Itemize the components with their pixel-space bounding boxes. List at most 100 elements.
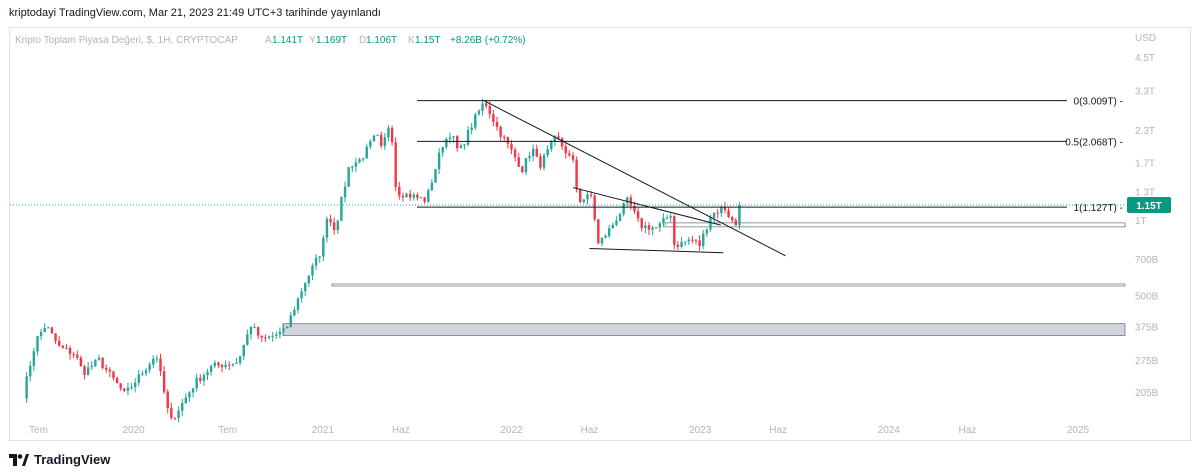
- candle-body: [452, 136, 455, 138]
- candle-body: [65, 347, 68, 349]
- candle-body: [408, 193, 412, 198]
- candle-body: [170, 407, 173, 418]
- candle-body: [680, 241, 683, 247]
- x-tick-label: Haz: [392, 425, 410, 436]
- candle-body: [557, 136, 560, 139]
- y-tick-label: 1T: [1135, 216, 1147, 227]
- candle-body: [477, 110, 481, 115]
- publish-caption: kriptodayi TradingView.com, Mar 21, 2023…: [9, 7, 381, 19]
- candle-body: [282, 328, 285, 332]
- fib-level-label: 1(1.127T) -: [1074, 203, 1123, 214]
- candle-body: [347, 167, 350, 187]
- candle-body: [97, 357, 101, 360]
- footer: TradingView: [9, 452, 110, 467]
- candle-body: [242, 344, 245, 357]
- candle-body: [437, 152, 441, 170]
- candle-body: [249, 327, 253, 335]
- candle-body: [560, 138, 564, 147]
- candle-body: [206, 371, 209, 376]
- candle-body: [152, 358, 155, 365]
- candle-body: [405, 193, 408, 198]
- candle-body: [79, 357, 83, 367]
- x-tick-label: 2023: [689, 425, 712, 436]
- candle-body: [691, 239, 694, 241]
- y-tick-label: 275B: [1135, 356, 1159, 367]
- candle-body: [604, 235, 607, 238]
- candle-body: [209, 365, 213, 372]
- candle-body: [423, 197, 426, 202]
- candle-body: [702, 233, 705, 247]
- candle-body: [267, 336, 271, 338]
- candle-body: [651, 227, 654, 230]
- candle-body: [600, 237, 604, 244]
- fib-level-label: 0(3.009T) -: [1074, 97, 1123, 108]
- candle-body: [202, 375, 206, 381]
- candle-body: [43, 327, 46, 333]
- candle-body: [730, 217, 734, 221]
- candle-body: [105, 367, 108, 370]
- candle-body: [325, 218, 329, 238]
- candle-body: [618, 214, 622, 221]
- candle-body: [50, 327, 54, 334]
- candle-body: [712, 212, 716, 218]
- candle-body: [101, 357, 104, 368]
- candle-body: [633, 205, 636, 212]
- legend-change: +8.26B (+0.72%): [450, 35, 526, 46]
- y-tick-label: 205B: [1135, 388, 1159, 399]
- candle-body: [293, 309, 296, 316]
- candle-body: [217, 362, 220, 366]
- candle-body: [148, 364, 151, 371]
- candle-body: [390, 127, 394, 143]
- candle-body: [235, 362, 238, 364]
- candle-body: [488, 106, 491, 115]
- legend-k-label: K: [408, 35, 415, 46]
- candle-body: [727, 210, 730, 218]
- candle-body: [705, 229, 709, 234]
- candle-body: [535, 148, 539, 157]
- candle-body: [72, 354, 75, 356]
- candle-body: [369, 141, 372, 147]
- candle-body: [361, 158, 365, 160]
- candle-body: [709, 217, 712, 230]
- candle-body: [253, 327, 256, 329]
- candle-body: [546, 149, 549, 156]
- chart-panel[interactable]: [9, 27, 1191, 441]
- candle-body: [144, 370, 148, 374]
- support-zone: [282, 323, 1126, 336]
- x-tick-label: 2025: [1067, 425, 1090, 436]
- candle-body: [133, 382, 137, 388]
- candle-body: [220, 365, 224, 368]
- candle-body: [629, 197, 633, 206]
- candle-body: [256, 327, 260, 336]
- axes: USD 4.5T 3.3T 2.3T 1.7T 1.3T 1T 700B 500B 375B 275…: [29, 33, 1171, 436]
- candle-body: [358, 159, 361, 163]
- candle-body: [307, 275, 311, 284]
- candle-body: [655, 227, 658, 229]
- legend-y-label: Y: [309, 35, 316, 46]
- candle-body: [470, 127, 473, 131]
- candle-body: [586, 194, 589, 200]
- x-tick-label: Haz: [769, 425, 787, 436]
- candle-body: [539, 156, 542, 168]
- legend-a-label: A: [265, 35, 272, 46]
- candle-body: [647, 225, 651, 230]
- trendline: [484, 100, 786, 257]
- candle-body: [300, 291, 303, 299]
- candle-body: [636, 211, 640, 219]
- candle-body: [76, 354, 79, 358]
- drawing-layer[interactable]: 0(3.009T) - 0.5(2.068T) - 1(1.127T) -: [10, 97, 1125, 257]
- candle-body: [463, 144, 466, 146]
- legend-title: Kripto Toplam Piyasa Değeri, $, 1H, CRYP…: [15, 35, 238, 46]
- candle-body: [322, 237, 325, 257]
- candle-body: [83, 366, 86, 375]
- candle-body: [177, 410, 180, 419]
- legend-d-label: D: [359, 35, 366, 46]
- candle-body: [29, 365, 32, 377]
- currency-label: USD: [1135, 33, 1156, 44]
- candle-body: [94, 359, 97, 367]
- chart-legend: Kripto Toplam Piyasa Değeri, $, 1H, CRYP…: [15, 35, 526, 46]
- candle-body: [626, 197, 629, 204]
- candle-body: [484, 103, 488, 107]
- candle-body: [412, 194, 415, 198]
